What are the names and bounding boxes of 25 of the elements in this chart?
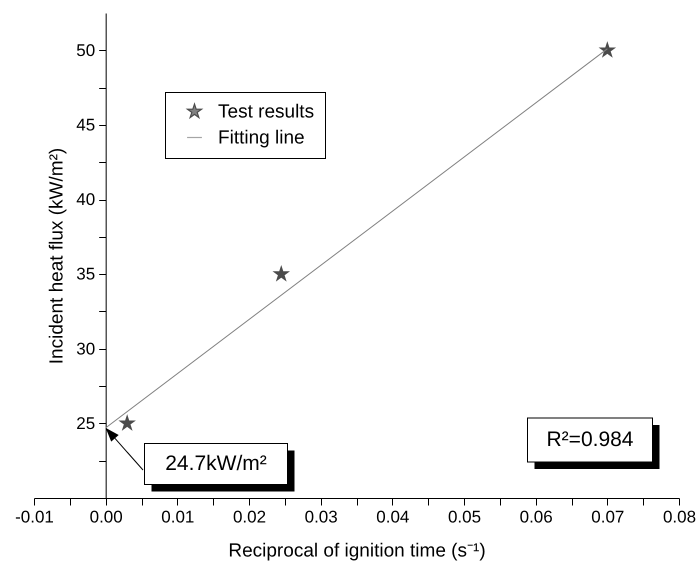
y-tick-label: 45 [76,115,96,134]
x-tick-label: 0.04 [376,508,410,526]
x-axis-title: Reciprocal of ignition time (s⁻¹) [228,540,486,562]
x-tick-label: 0.01 [161,508,194,526]
x-tick-label: 0.02 [232,508,266,526]
y-tick-label: 35 [76,264,96,284]
y-tick-label: 25 [76,414,96,433]
x-tick-label: 0.05 [448,508,482,526]
x-tick-label: -0.01 [15,508,54,526]
y-tick-label: 30 [76,339,96,358]
annotation: 24.7kW/m² [165,452,267,475]
x-tick-label: 0.03 [304,508,338,526]
x-tick-label: 0.08 [662,508,696,526]
point [600,42,616,57]
y-axis-title: Incident heat flux (kW/m²) [46,148,68,364]
x-tick-label: 0.00 [90,508,123,526]
annotation: R²=0.984 [546,428,634,451]
legend-label: Test results [218,102,314,122]
x-tick-label: 0.06 [520,508,553,526]
point [274,266,289,281]
y-tick-label: 40 [76,190,96,210]
point [119,415,135,430]
x-tick-label: 0.07 [591,508,624,526]
y-tick-label: 50 [76,40,96,60]
legend-label: Fitting line [218,128,305,148]
